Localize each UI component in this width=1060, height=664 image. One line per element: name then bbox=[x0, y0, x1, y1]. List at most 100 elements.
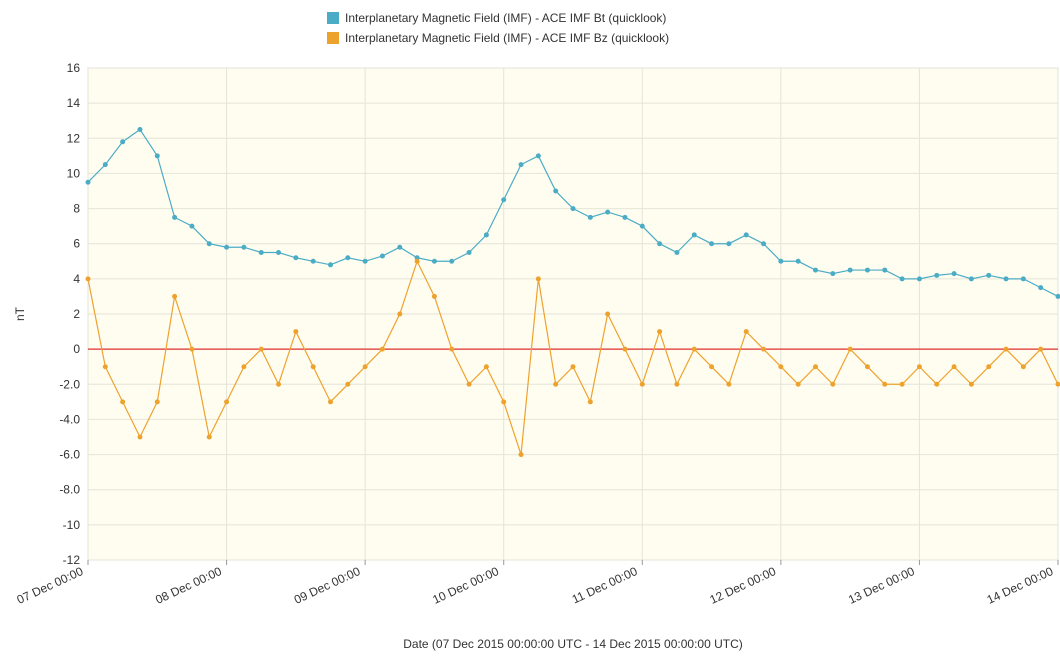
data-point bbox=[432, 294, 437, 299]
data-point bbox=[449, 259, 454, 264]
data-point bbox=[796, 259, 801, 264]
data-point bbox=[692, 347, 697, 352]
data-point bbox=[640, 382, 645, 387]
data-point bbox=[259, 250, 264, 255]
y-tick-label: -10 bbox=[63, 518, 81, 532]
data-point bbox=[969, 382, 974, 387]
x-tick-label: 13 Dec 00:00 bbox=[846, 564, 917, 607]
data-point bbox=[917, 276, 922, 281]
x-tick-label: 08 Dec 00:00 bbox=[153, 564, 224, 607]
data-point bbox=[830, 271, 835, 276]
y-tick-label: 16 bbox=[67, 61, 81, 75]
data-point bbox=[588, 399, 593, 404]
y-tick-label: -6.0 bbox=[59, 448, 80, 462]
data-point bbox=[484, 364, 489, 369]
data-point bbox=[588, 215, 593, 220]
x-tick-label: 10 Dec 00:00 bbox=[430, 564, 501, 607]
data-point bbox=[103, 162, 108, 167]
data-point bbox=[882, 382, 887, 387]
data-point bbox=[207, 435, 212, 440]
data-point bbox=[241, 245, 246, 250]
data-point bbox=[155, 399, 160, 404]
y-tick-label: 12 bbox=[67, 131, 81, 145]
y-tick-label: 0 bbox=[73, 342, 80, 356]
data-point bbox=[761, 241, 766, 246]
data-point bbox=[259, 347, 264, 352]
data-point bbox=[449, 347, 454, 352]
data-point bbox=[692, 232, 697, 237]
data-point bbox=[345, 382, 350, 387]
data-point bbox=[137, 435, 142, 440]
data-point bbox=[917, 364, 922, 369]
data-point bbox=[380, 254, 385, 259]
data-point bbox=[882, 268, 887, 273]
data-point bbox=[276, 382, 281, 387]
data-point bbox=[622, 215, 627, 220]
data-point bbox=[848, 347, 853, 352]
y-tick-label: -2.0 bbox=[59, 377, 80, 391]
data-point bbox=[709, 364, 714, 369]
data-point bbox=[397, 245, 402, 250]
data-point bbox=[744, 232, 749, 237]
data-point bbox=[813, 268, 818, 273]
data-point bbox=[657, 329, 662, 334]
data-point bbox=[328, 399, 333, 404]
data-point bbox=[276, 250, 281, 255]
data-point bbox=[1021, 276, 1026, 281]
data-point bbox=[519, 162, 524, 167]
data-point bbox=[796, 382, 801, 387]
data-point bbox=[86, 276, 91, 281]
data-point bbox=[397, 312, 402, 317]
data-point bbox=[363, 259, 368, 264]
data-point bbox=[536, 276, 541, 281]
data-point bbox=[622, 347, 627, 352]
x-axis-label: Date (07 Dec 2015 00:00:00 UTC - 14 Dec … bbox=[403, 637, 743, 651]
data-point bbox=[761, 347, 766, 352]
data-point bbox=[293, 329, 298, 334]
y-tick-label: -4.0 bbox=[59, 412, 80, 426]
data-point bbox=[293, 255, 298, 260]
y-axis-label: nT bbox=[13, 306, 27, 321]
data-point bbox=[137, 127, 142, 132]
y-tick-label: 4 bbox=[73, 272, 80, 286]
y-tick-label: 2 bbox=[73, 307, 80, 321]
x-tick-label: 14 Dec 00:00 bbox=[985, 564, 1056, 607]
data-point bbox=[657, 241, 662, 246]
data-point bbox=[380, 347, 385, 352]
data-point bbox=[865, 268, 870, 273]
data-point bbox=[726, 382, 731, 387]
data-point bbox=[345, 255, 350, 260]
data-point bbox=[553, 189, 558, 194]
data-point bbox=[986, 273, 991, 278]
data-point bbox=[467, 250, 472, 255]
data-point bbox=[155, 153, 160, 158]
data-point bbox=[415, 259, 420, 264]
y-tick-label: 6 bbox=[73, 237, 80, 251]
data-point bbox=[86, 180, 91, 185]
data-point bbox=[848, 268, 853, 273]
data-point bbox=[103, 364, 108, 369]
data-point bbox=[328, 262, 333, 267]
data-point bbox=[605, 210, 610, 215]
data-point bbox=[1021, 364, 1026, 369]
y-tick-label: -8.0 bbox=[59, 483, 80, 497]
data-point bbox=[189, 224, 194, 229]
data-point bbox=[241, 364, 246, 369]
data-point bbox=[189, 347, 194, 352]
data-point bbox=[120, 139, 125, 144]
x-tick-label: 12 Dec 00:00 bbox=[708, 564, 779, 607]
data-point bbox=[172, 215, 177, 220]
data-point bbox=[900, 276, 905, 281]
data-point bbox=[519, 452, 524, 457]
data-point bbox=[363, 364, 368, 369]
data-point bbox=[172, 294, 177, 299]
data-point bbox=[1038, 347, 1043, 352]
y-tick-label: 8 bbox=[73, 202, 80, 216]
data-point bbox=[467, 382, 472, 387]
data-point bbox=[640, 224, 645, 229]
data-point bbox=[952, 271, 957, 276]
data-point bbox=[1038, 285, 1043, 290]
x-tick-label: 11 Dec 00:00 bbox=[570, 564, 640, 607]
legend-label: Interplanetary Magnetic Field (IMF) - AC… bbox=[345, 11, 666, 25]
data-point bbox=[934, 382, 939, 387]
